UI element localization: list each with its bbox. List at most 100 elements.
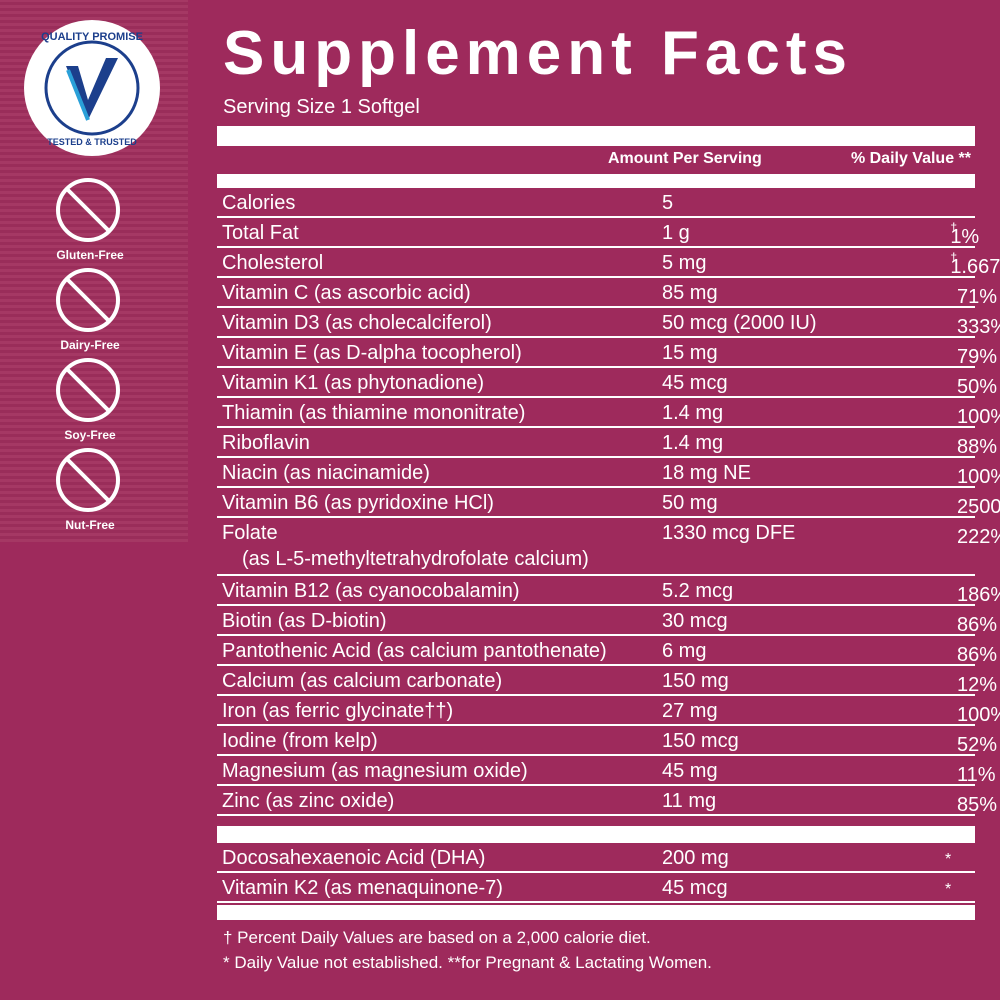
nutrient-name: Zinc (as zinc oxide) xyxy=(222,790,395,812)
divider xyxy=(217,905,975,920)
nutrient-row: Docosahexaenoic Acid (DHA) 200 mg * xyxy=(217,843,975,873)
nutrient-name: Thiamin (as thiamine mononitrate) xyxy=(222,402,526,424)
badge-bottom-text: TESTED & TRUSTED xyxy=(47,137,137,147)
nutrient-name: Vitamin B12 (as cyanocobalamin) xyxy=(222,580,520,602)
nutrient-name: Vitamin B6 (as pyridoxine HCl) xyxy=(222,492,494,514)
nutrient-name: Folate xyxy=(222,522,278,544)
dv-text: 71% xyxy=(957,286,998,308)
divider xyxy=(217,174,975,188)
nutrient-rows: Calories 5 Total Fat 1 g 1% † Cholesterol 5 mg 1… xyxy=(217,188,1000,816)
amount: 45 mcg xyxy=(662,372,728,394)
nutrient-row: Iron (as ferric glycinate††) 27 mg 100% xyxy=(217,696,1000,726)
nutrient-name: Vitamin D3 (as cholecalciferol) xyxy=(222,312,492,334)
dv-mark: † xyxy=(950,220,957,234)
dv-text: 86% xyxy=(957,644,998,666)
badge-label: Gluten-Free xyxy=(56,248,124,262)
dv-text: * xyxy=(945,851,952,868)
divider xyxy=(217,126,975,146)
dv-text: 88% xyxy=(957,436,998,458)
nutrient-row: Zinc (as zinc oxide) 11 mg 85% xyxy=(217,786,997,816)
nutrient-row: Biotin (as D-biotin) 30 mcg 86% xyxy=(217,606,997,636)
footnote: † Percent Daily Values are based on a 2,… xyxy=(223,928,651,947)
divider xyxy=(217,826,975,843)
dv-heading: % Daily Value ** xyxy=(850,150,971,167)
dv-text: 11% xyxy=(957,764,996,786)
amount: 200 mg xyxy=(662,847,729,869)
nutrient-name: Biotin (as D-biotin) xyxy=(222,610,387,632)
nutrient-row: Vitamin K2 (as menaquinone-7) 45 mcg * xyxy=(217,873,975,903)
amount: 5.2 mcg xyxy=(662,580,734,602)
nutrient-row: Vitamin C (as ascorbic acid) 85 mg 71% xyxy=(217,278,997,308)
amount: 1.4 mg xyxy=(662,432,724,454)
dv-text: 100% xyxy=(957,466,1000,488)
dv-text: 12% xyxy=(957,674,998,696)
amount: 18 mg NE xyxy=(662,462,751,484)
dv-mark: † xyxy=(950,250,957,264)
nutrient-name: Total Fat xyxy=(222,222,299,244)
amount: 15 mg xyxy=(662,342,718,364)
dv-text: 79% xyxy=(957,346,998,368)
dv-text: 1% xyxy=(950,226,980,248)
nutrient-name: Calcium (as calcium carbonate) xyxy=(222,670,503,692)
nutrient-row: Vitamin B6 (as pyridoxine HCl) 50 mg 2500% xyxy=(217,488,1000,518)
amount: 50 mcg (2000 IU) xyxy=(662,312,817,334)
dv-text: 333% xyxy=(957,316,1000,338)
dv-text: 222% xyxy=(957,526,1000,548)
dv-text: 86% xyxy=(957,614,998,636)
nutrient-name: Vitamin K2 (as menaquinone-7) xyxy=(222,877,503,899)
dv-text: 50% xyxy=(957,376,998,398)
badge-column: QUALITY PROMISE TESTED & TRUSTED Gluten-… xyxy=(0,0,188,542)
nutrient-row: Iodine (from kelp) 150 mcg 52% xyxy=(217,726,997,756)
amount: 1330 mcg DFE xyxy=(662,522,796,544)
amount: 5 xyxy=(662,192,674,214)
nutrient-name: Riboflavin xyxy=(222,432,310,454)
nutrient-row: Vitamin B12 (as cyanocobalamin) 5.2 mcg 18… xyxy=(217,576,1000,606)
dv-text: 52% xyxy=(957,734,998,756)
dv-text: 100% xyxy=(957,406,1000,428)
nutrient-row: Calcium (as calcium carbonate) 150 mg 12% xyxy=(217,666,997,696)
nutrient-row: Pantothenic Acid (as calcium pantothenat… xyxy=(217,636,997,666)
footnote: * Daily Value not established. **for Pre… xyxy=(223,953,712,972)
nutrient-row: Vitamin E (as D-alpha tocopherol) 15 mg 79… xyxy=(217,338,997,368)
amount: 150 mg xyxy=(662,670,729,692)
nutrient-row: Magnesium (as magnesium oxide) 45 mg 11% xyxy=(217,756,996,786)
amount-heading: Amount Per Serving xyxy=(608,150,762,167)
amount: 11 mg xyxy=(662,790,717,812)
nutrient-detail: (as L-5-methyltetrahydrofolate calcium) xyxy=(242,548,589,570)
other-rows: Docosahexaenoic Acid (DHA) 200 mg * Vitamin… xyxy=(217,843,975,903)
facts-panel: Supplement Facts Serving Size 1 Softgel … xyxy=(215,0,1000,987)
dv-text: 85% xyxy=(957,794,998,816)
nutrient-name: Vitamin K1 (as phytonadione) xyxy=(222,372,485,394)
dv-text: 2500% xyxy=(957,496,1000,518)
amount: 27 mg xyxy=(662,700,718,722)
amount: 45 mcg xyxy=(662,877,728,899)
nutrient-row: Vitamin D3 (as cholecalciferol) 50 mcg (2… xyxy=(217,308,1000,338)
dv-text: 1.667% xyxy=(950,256,1000,278)
dv-text: 100% xyxy=(957,704,1000,726)
nutrient-name: Niacin (as niacinamide) xyxy=(222,462,430,484)
daily-value: 1.667%† xyxy=(950,250,1000,278)
amount: 150 mcg xyxy=(662,730,739,752)
nutrient-row: Niacin (as niacinamide) 18 mg NE 100% xyxy=(217,458,1000,488)
nutrient-name: Iron (as ferric glycinate††) xyxy=(222,700,454,722)
nutrient-name: Vitamin C (as ascorbic acid) xyxy=(222,282,471,304)
badge-top-text: QUALITY PROMISE xyxy=(41,31,143,43)
nutrient-row: Cholesterol 5 mg 1.667%† xyxy=(217,248,1000,278)
amount: 30 mcg xyxy=(662,610,728,632)
nutrient-row: Total Fat 1 g 1% † xyxy=(217,218,979,248)
nutrient-name: Pantothenic Acid (as calcium pantothenat… xyxy=(222,640,607,662)
serving-size: Serving Size 1 Softgel xyxy=(223,96,420,118)
daily-value: 1% † xyxy=(950,220,979,248)
title: Supplement Facts xyxy=(223,19,853,88)
nutrient-name: Iodine (from kelp) xyxy=(222,730,378,752)
nutrient-name: Cholesterol xyxy=(222,252,324,274)
nutrient-row: Calories 5 xyxy=(217,188,975,218)
badge-icons: QUALITY PROMISE TESTED & TRUSTED xyxy=(24,20,160,512)
nutrient-name: Vitamin E (as D-alpha tocopherol) xyxy=(222,342,522,364)
badge-label: Soy-Free xyxy=(64,428,116,442)
amount: 1.4 mg xyxy=(662,402,724,424)
amount: 45 mg xyxy=(662,760,718,782)
nutrient-name: Docosahexaenoic Acid (DHA) xyxy=(222,847,486,869)
badge-label: Dairy-Free xyxy=(60,338,120,352)
